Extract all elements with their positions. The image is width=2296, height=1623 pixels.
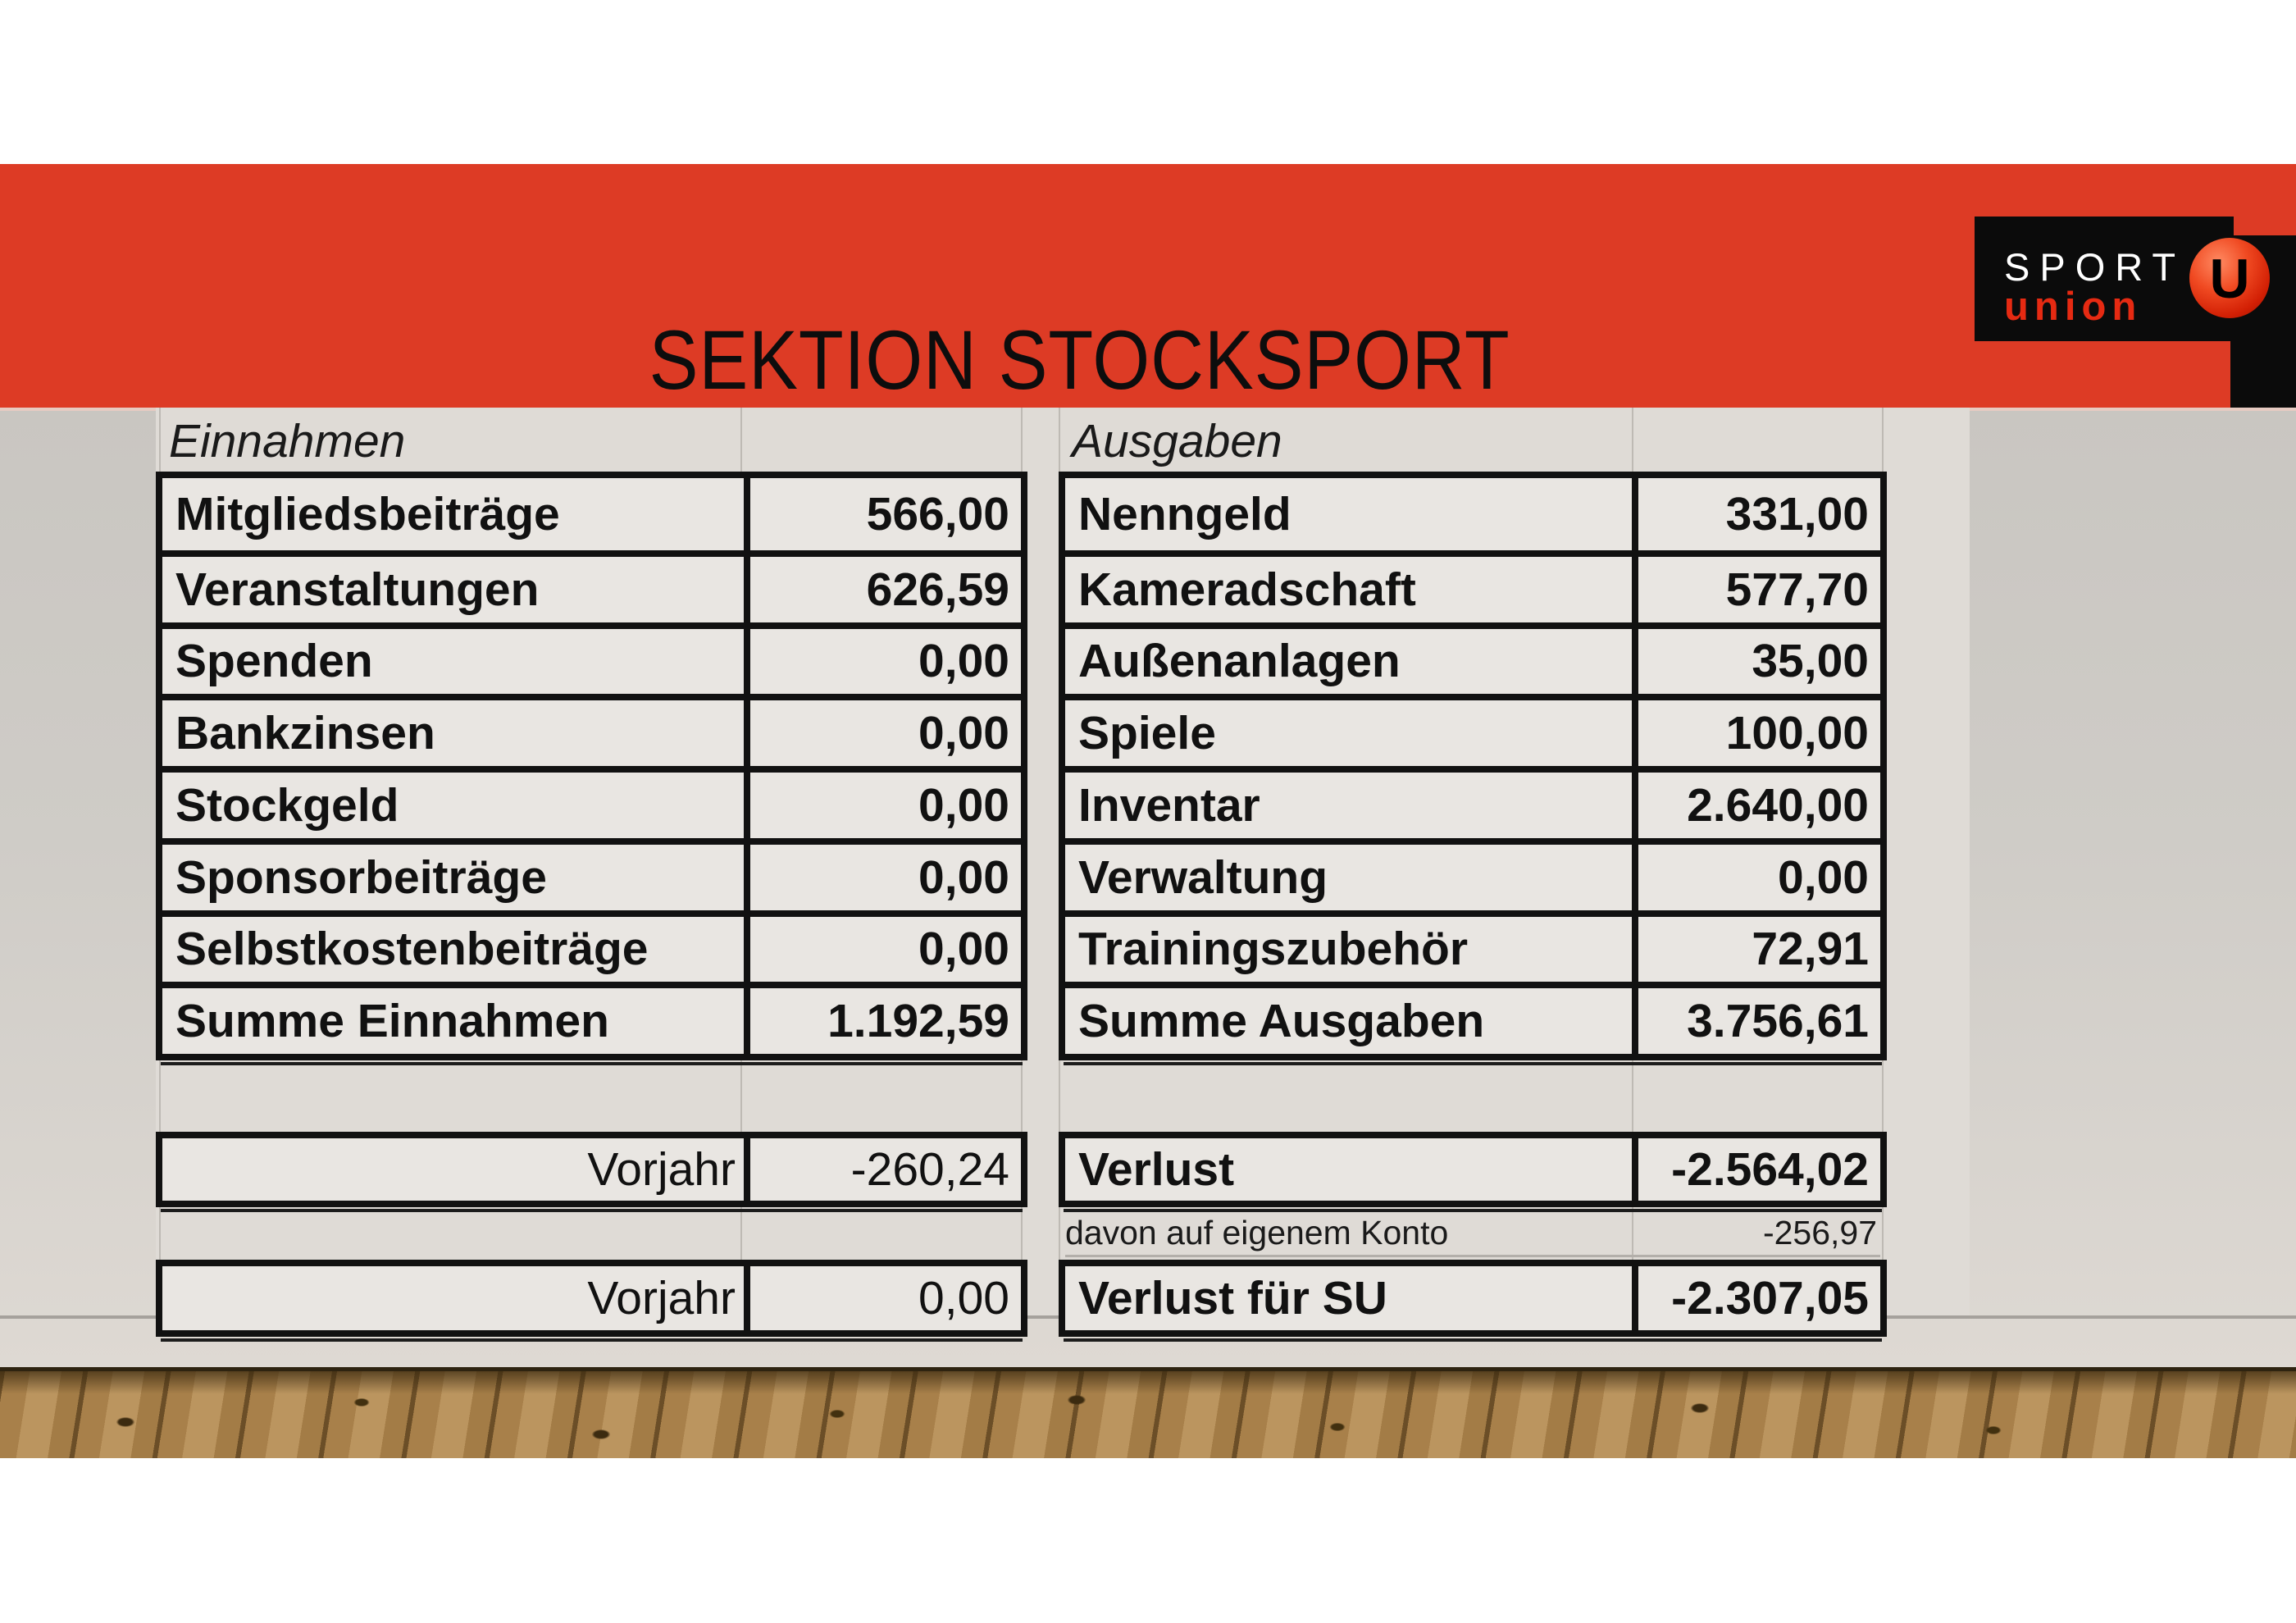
prior-year-label: Vorjahr [587, 1143, 736, 1196]
row-label: Trainingszubehör [1078, 923, 1469, 976]
table-row-total: Summe Einnahmen 1.192,59 [162, 982, 1021, 1054]
table-row: Spenden 0,00 [162, 622, 1021, 695]
prior-year-value: -260,24 [744, 1138, 1021, 1201]
red-header-band [0, 164, 2296, 408]
table-row: Inventar 2.640,00 [1065, 766, 1880, 838]
expenses-header: Ausgaben [1072, 415, 1282, 467]
table-row-total: Summe Ausgaben 3.756,61 [1065, 982, 1880, 1054]
loss-for-su-value: -2.307,05 [1632, 1266, 1880, 1330]
expenses-table: Nenngeld 331,00 Kameradschaft 577,70 Auß… [1059, 472, 1887, 1065]
table-row: Nenngeld 331,00 [1065, 478, 1880, 550]
row-label: Veranstaltungen [175, 563, 540, 616]
table-row: Spiele 100,00 [1065, 694, 1880, 766]
loss-for-su-label: Verlust für SU [1078, 1272, 1387, 1324]
row-value: 0,00 [744, 773, 1021, 838]
row-value: 566,00 [744, 478, 1021, 550]
logo-union-text: union [2004, 285, 2143, 329]
table-row: Trainingszubehör 72,91 [1065, 910, 1880, 982]
row-value: 626,59 [744, 556, 1021, 622]
loss-label: Verlust [1078, 1143, 1235, 1196]
income-header: Einnahmen [169, 415, 406, 467]
table-row: Außenanlagen 35,00 [1065, 622, 1880, 695]
row-value: 0,00 [744, 700, 1021, 766]
table-row: Mitgliedsbeiträge 566,00 [162, 478, 1021, 550]
prior-year-box-1: Vorjahr -260,24 [156, 1132, 1027, 1212]
loss-box: Verlust -2.564,02 [1059, 1132, 1887, 1212]
row-label: Kameradschaft [1078, 563, 1416, 616]
row-label: Summe Einnahmen [175, 995, 609, 1048]
row-value: 0,00 [744, 628, 1021, 695]
logo-u-ball-icon: U [2189, 238, 2270, 318]
table-row: Selbstkostenbeiträge 0,00 [162, 910, 1021, 982]
own-account-row: davon auf eigenem Konto -256,97 [1065, 1211, 1880, 1257]
row-label: Stockgeld [175, 778, 399, 832]
own-account-value: -256,97 [1762, 1214, 1877, 1251]
logo-sport-text: SPORT [2004, 245, 2186, 289]
row-value: 577,70 [1632, 556, 1880, 622]
title-container: SEKTION STOCKSPORT [0, 318, 2160, 402]
row-value: 331,00 [1632, 478, 1880, 550]
page-title: SEKTION STOCKSPORT [649, 313, 1510, 407]
row-label: Spenden [175, 635, 373, 688]
prior-year-label: Vorjahr [587, 1272, 736, 1324]
row-label: Nenngeld [1078, 487, 1292, 540]
wooden-floor-image [0, 1367, 2296, 1458]
prior-year-value: 0,00 [744, 1266, 1021, 1330]
row-value: 2.640,00 [1632, 773, 1880, 838]
row-value: 3.756,61 [1632, 988, 1880, 1054]
table-row: Stockgeld 0,00 [162, 766, 1021, 838]
row-value: 72,91 [1632, 916, 1880, 982]
loss-for-su-box: Verlust für SU -2.307,05 [1059, 1260, 1887, 1342]
row-label: Sponsorbeiträge [175, 850, 547, 904]
row-value: 1.192,59 [744, 988, 1021, 1054]
row-label: Mitgliedsbeiträge [175, 487, 560, 540]
row-value: 100,00 [1632, 700, 1880, 766]
row-label: Außenanlagen [1078, 635, 1401, 688]
row-label: Inventar [1078, 778, 1260, 832]
table-row: Bankzinsen 0,00 [162, 694, 1021, 766]
row-value: 0,00 [1632, 844, 1880, 910]
row-label: Spiele [1078, 707, 1216, 760]
row-label: Bankzinsen [175, 707, 435, 760]
table-row: Kameradschaft 577,70 [1065, 549, 1880, 622]
row-value: 35,00 [1632, 628, 1880, 695]
income-table: Mitgliedsbeiträge 566,00 Veranstaltungen… [156, 472, 1027, 1065]
sportunion-logo: SPORT union U [1975, 217, 2270, 341]
row-value: 0,00 [744, 844, 1021, 910]
row-value: 0,00 [744, 916, 1021, 982]
table-row: Verwaltung 0,00 [1065, 837, 1880, 910]
row-label: Verwaltung [1078, 850, 1328, 904]
row-label: Summe Ausgaben [1078, 995, 1485, 1048]
row-label: Selbstkostenbeiträge [175, 923, 649, 976]
loss-value: -2.564,02 [1632, 1138, 1880, 1201]
logo-u-monogram: U [2209, 248, 2250, 310]
table-row: Veranstaltungen 626,59 [162, 549, 1021, 622]
own-account-label: davon auf eigenem Konto [1065, 1214, 1449, 1251]
table-row: Sponsorbeiträge 0,00 [162, 837, 1021, 910]
prior-year-box-2: Vorjahr 0,00 [156, 1260, 1027, 1342]
